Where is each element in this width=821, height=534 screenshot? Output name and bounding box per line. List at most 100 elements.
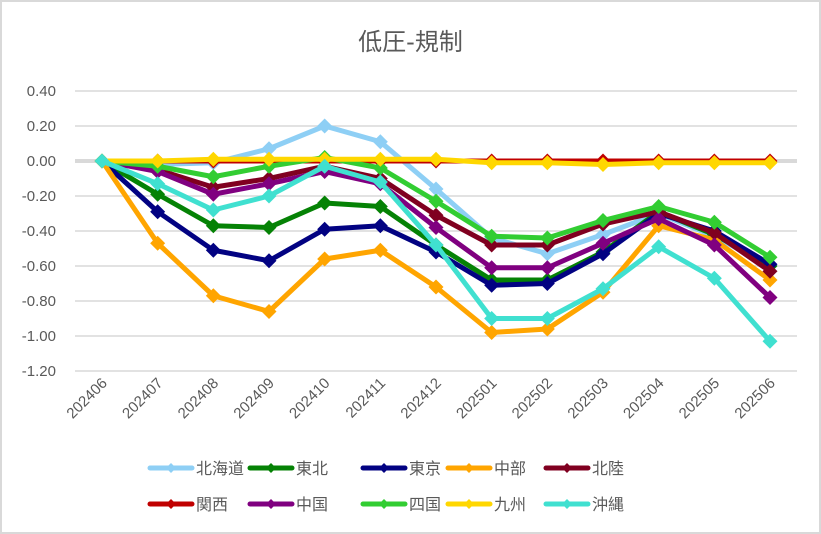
data-point: [651, 239, 667, 255]
data-point: [428, 193, 444, 209]
data-point: [205, 151, 221, 167]
data-point: [261, 176, 277, 192]
legend-label: 関西: [196, 495, 228, 514]
legend-marker-icon: [266, 463, 276, 473]
data-point: [428, 220, 444, 235]
legend-item: 九州: [445, 495, 526, 514]
legend-item: 関西: [147, 495, 228, 514]
data-point: [372, 134, 388, 150]
data-point: [317, 158, 333, 174]
data-point: [762, 249, 778, 265]
data-point: [762, 333, 778, 349]
data-point: [372, 151, 388, 167]
series-九州: [94, 151, 778, 172]
series-沖縄: [94, 153, 778, 349]
x-tick-label: 202412: [397, 375, 444, 422]
data-point: [539, 276, 555, 291]
legend-label: 沖縄: [592, 495, 624, 514]
legend-marker-icon: [166, 463, 176, 473]
legend-item: 中国: [247, 495, 328, 514]
y-tick-label: 0.20: [27, 118, 56, 135]
data-point: [706, 155, 722, 171]
legend-marker-icon: [464, 499, 474, 509]
legend-item: 四国: [360, 495, 441, 514]
x-tick-label: 202410: [286, 375, 333, 422]
x-tick-label: 202408: [175, 375, 222, 422]
data-point: [428, 207, 444, 223]
data-point: [372, 160, 388, 176]
data-point: [205, 186, 221, 202]
data-point: [205, 202, 221, 218]
data-point: [539, 260, 555, 276]
data-point: [484, 277, 500, 293]
legend-item: 東京: [360, 459, 441, 478]
legend-marker-icon: [379, 463, 389, 473]
data-point: [205, 218, 221, 234]
y-tick-label: -0.20: [22, 188, 56, 205]
data-point: [595, 281, 611, 297]
data-point: [428, 151, 444, 167]
data-point: [261, 253, 277, 269]
y-tick-label: -0.80: [22, 293, 56, 310]
data-point: [150, 204, 166, 220]
data-point: [205, 288, 221, 304]
data-point: [428, 181, 444, 197]
data-point: [651, 211, 667, 227]
data-point: [372, 199, 388, 214]
x-tick-label: 202501: [453, 375, 500, 422]
legend-item: 沖縄: [543, 495, 624, 514]
legend-label: 九州: [494, 495, 526, 514]
data-point: [706, 237, 722, 253]
data-point: [261, 220, 277, 235]
data-point: [484, 260, 500, 276]
legend-marker-icon: [166, 499, 176, 509]
data-point: [484, 237, 500, 253]
legend-item: 中部: [445, 459, 526, 478]
y-tick-label: 0.40: [27, 83, 56, 100]
data-point: [762, 290, 778, 305]
y-tick-label: -0.60: [22, 258, 56, 275]
data-point: [706, 270, 722, 286]
data-point: [539, 230, 555, 246]
data-point: [539, 155, 555, 171]
data-point: [762, 155, 778, 171]
x-tick-label: 202409: [230, 375, 277, 422]
data-point: [150, 153, 166, 169]
data-point: [372, 218, 388, 234]
y-axis-ticks: 0.40 0.20 0.00 -0.20 -0.40 -0.60 -0.80 -1.00 -1.…: [22, 83, 56, 380]
data-point: [706, 225, 722, 241]
data-point: [539, 311, 555, 326]
data-point: [150, 176, 166, 192]
data-point: [595, 235, 611, 251]
legend-item: 北海道: [147, 459, 244, 478]
data-point: [651, 199, 667, 214]
data-point: [595, 246, 611, 262]
data-point: [484, 228, 500, 244]
x-tick-label: 202506: [731, 375, 778, 422]
data-point: [706, 214, 722, 230]
legend-label: 中国: [296, 495, 328, 514]
legend-label: 北海道: [196, 459, 244, 478]
legend-marker-icon: [464, 463, 474, 473]
data-point: [261, 304, 277, 319]
legend-label: 東京: [409, 459, 441, 478]
data-point: [317, 118, 333, 134]
data-point: [205, 169, 221, 185]
data-point: [372, 174, 388, 190]
x-axis-ticks: 202406 202407 202408 202409 202410 202411 2024…: [63, 375, 778, 422]
legend-item: 東北: [247, 459, 328, 478]
legend-label: 北陸: [592, 459, 624, 478]
y-tick-label: -0.40: [22, 223, 56, 240]
legend-marker-icon: [266, 499, 276, 509]
data-point: [150, 186, 166, 202]
data-point: [651, 155, 667, 171]
data-point: [150, 235, 166, 251]
y-tick-label: -1.20: [22, 363, 56, 380]
data-point: [317, 195, 333, 211]
legend-marker-icon: [562, 463, 572, 473]
data-point: [539, 246, 555, 262]
data-point: [372, 242, 388, 258]
data-point: [317, 221, 333, 237]
